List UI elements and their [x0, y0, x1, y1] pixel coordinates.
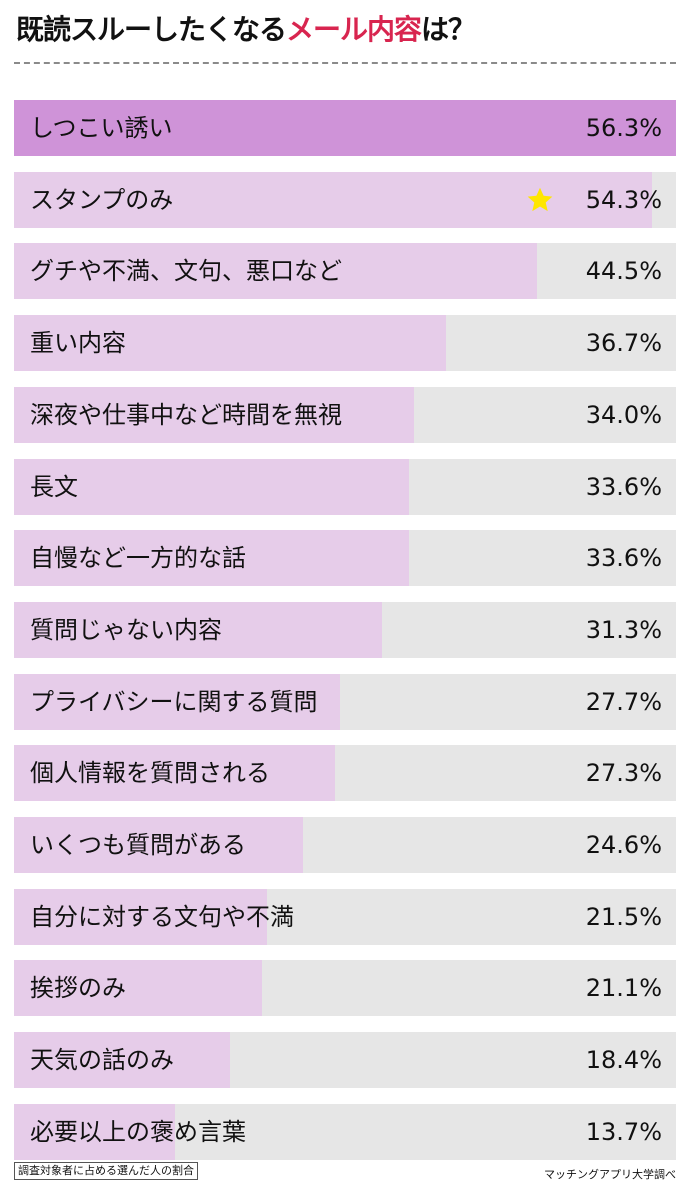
category-label: 長文 — [30, 473, 78, 501]
bar-row: 質問じゃない内容 31.3% — [14, 602, 676, 658]
title-suffix: は？ — [421, 13, 476, 46]
bar-row: 個人情報を質問される 27.3% — [14, 745, 676, 801]
chart-title: 既読スルーしたくなるメール内容は？ — [16, 10, 476, 50]
category-label: 重い内容 — [30, 329, 126, 357]
bar — [14, 243, 537, 299]
bar — [14, 530, 409, 586]
bar-row: 必要以上の褒め言葉 13.7% — [14, 1104, 676, 1160]
category-label: 必要以上の褒め言葉 — [30, 1118, 246, 1146]
title-main: 既読スルーしたくなる — [16, 13, 287, 46]
bar-row: 自慢など一方的な話 33.6% — [14, 530, 676, 586]
bar-row: 挨拶のみ 21.1% — [14, 960, 676, 1016]
bar-row: しつこい誘い 56.3% — [14, 100, 676, 156]
value-label: 33.6% — [585, 473, 662, 501]
category-label: プライバシーに関する質問 — [30, 688, 318, 716]
category-label: 自慢など一方的な話 — [30, 544, 246, 572]
star-icon — [527, 187, 553, 212]
dashed-divider — [14, 62, 676, 64]
category-label: いくつも質問がある — [30, 831, 246, 859]
bar — [14, 960, 262, 1016]
value-label: 33.6% — [585, 544, 662, 572]
bar — [14, 745, 335, 801]
value-label: 27.3% — [585, 759, 662, 787]
category-label: グチや不満、文句、悪口など — [30, 257, 342, 285]
category-label: しつこい誘い — [30, 114, 173, 142]
bar-row: プライバシーに関する質問 27.7% — [14, 674, 676, 730]
value-label: 54.3% — [585, 186, 662, 214]
bar — [14, 817, 303, 873]
bar-row: グチや不満、文句、悪口など 44.5% — [14, 243, 676, 299]
category-label: 個人情報を質問される — [30, 759, 270, 787]
bar-row: いくつも質問がある 24.6% — [14, 817, 676, 873]
category-label: 質問じゃない内容 — [30, 616, 222, 644]
title-accent: メール内容 — [286, 13, 422, 46]
bar — [14, 674, 340, 730]
bar-row: 深夜や仕事中など時間を無視 34.0% — [14, 387, 676, 443]
value-label: 13.7% — [585, 1118, 662, 1146]
value-label: 31.3% — [585, 616, 662, 644]
value-label: 21.1% — [585, 974, 662, 1002]
value-label: 56.3% — [585, 114, 662, 142]
category-label: 深夜や仕事中など時間を無視 — [30, 401, 342, 429]
bar-chart: しつこい誘い 56.3% スタンプのみ 54.3% グチや不満、文句、悪口など 44.5%… — [14, 100, 676, 1160]
bar — [14, 100, 676, 156]
bar-row: 重い内容 36.7% — [14, 315, 676, 371]
bar — [14, 315, 446, 371]
bar — [14, 387, 414, 443]
value-label: 24.6% — [585, 831, 662, 859]
value-label: 27.7% — [585, 688, 662, 716]
value-label: 44.5% — [585, 257, 662, 285]
source-credit: マッチングアプリ大学調べ — [544, 1168, 676, 1181]
category-label: 自分に対する文句や不満 — [30, 903, 294, 931]
bar — [14, 889, 267, 945]
value-label: 34.0% — [585, 401, 662, 429]
bar-row: 自分に対する文句や不満 21.5% — [14, 889, 676, 945]
footnote: 調査対象者に占める選んだ人の割合 — [14, 1162, 198, 1180]
value-label: 36.7% — [585, 329, 662, 357]
value-label: 21.5% — [585, 903, 662, 931]
bar — [14, 459, 409, 515]
bar-row: 長文 33.6% — [14, 459, 676, 515]
category-label: 天気の話のみ — [30, 1046, 174, 1074]
bar-row: スタンプのみ 54.3% — [14, 172, 676, 228]
bar — [14, 1032, 230, 1088]
bar — [14, 602, 382, 658]
value-label: 18.4% — [585, 1046, 662, 1074]
category-label: スタンプのみ — [30, 186, 174, 214]
bar — [14, 1104, 175, 1160]
bar-row: 天気の話のみ 18.4% — [14, 1032, 676, 1088]
category-label: 挨拶のみ — [30, 974, 126, 1002]
